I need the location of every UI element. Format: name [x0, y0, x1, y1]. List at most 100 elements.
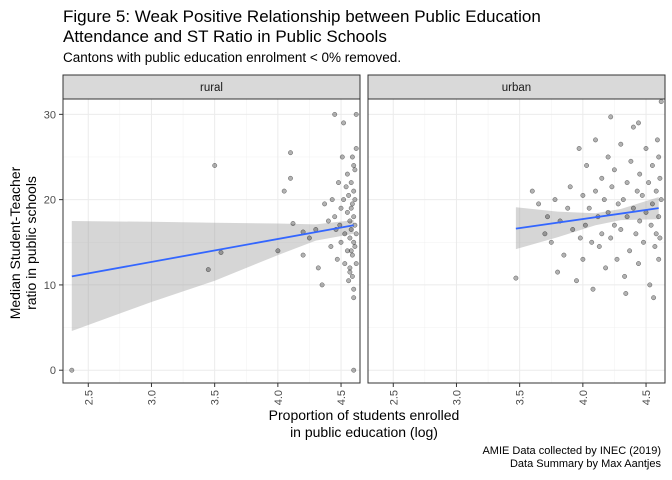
data-point: [590, 286, 596, 292]
data-point: [338, 239, 344, 245]
data-point: [648, 222, 654, 228]
data-point: [574, 278, 579, 284]
data-point: [630, 205, 636, 211]
data-point: [580, 192, 586, 198]
data-point: [300, 252, 306, 258]
data-point: [567, 184, 573, 190]
data-point: [620, 197, 626, 203]
data-point: [346, 192, 352, 198]
data-point: [599, 231, 605, 237]
data-point: [649, 201, 655, 207]
data-point: [513, 275, 519, 281]
x-tick-label: 2.5: [83, 390, 95, 405]
x-tick-label: 3.0: [146, 390, 158, 405]
data-point: [281, 188, 287, 194]
panel-border: [367, 98, 666, 384]
data-point: [343, 184, 349, 190]
x-tick-label: 3.5: [210, 390, 222, 405]
trend-line: [71, 224, 354, 278]
data-point: [627, 248, 633, 254]
data-point: [351, 214, 357, 220]
data-point: [348, 227, 354, 232]
data-point: [336, 180, 341, 186]
confidence-ribbon: [71, 220, 354, 331]
data-point: [275, 248, 281, 254]
data-point: [348, 205, 354, 211]
data-point: [622, 273, 628, 279]
data-point: [582, 222, 588, 228]
data-point: [641, 239, 646, 245]
data-point: [288, 150, 293, 156]
data-point: [601, 197, 607, 203]
x-tick-label: 2.5: [388, 390, 400, 405]
data-point: [636, 120, 641, 126]
data-point: [618, 141, 624, 147]
data-point: [646, 180, 652, 186]
data-point: [643, 146, 649, 151]
data-point: [351, 188, 357, 194]
data-point: [353, 231, 359, 237]
data-point: [628, 158, 634, 164]
data-point: [353, 111, 359, 117]
chart-title-line1: Figure 5: Weak Positive Relationship bet…: [63, 7, 541, 26]
data-point: [596, 244, 602, 249]
data-point: [218, 250, 224, 255]
data-point: [561, 252, 567, 258]
data-point: [529, 188, 535, 194]
facet-strip: [367, 74, 666, 100]
y-tick-label: 20: [44, 195, 56, 207]
facet-panel-rural: rural 2.5 3.0 3.5 4.0 4.5 0 10 20 30: [44, 74, 361, 405]
data-point: [353, 146, 359, 151]
data-point: [654, 137, 660, 143]
x-tick-label: 4.5: [336, 390, 348, 405]
data-point: [341, 120, 347, 126]
confidence-ribbon: [515, 197, 659, 250]
data-point: [576, 146, 582, 151]
data-point: [609, 184, 615, 190]
data-point: [353, 261, 359, 267]
data-point: [658, 99, 664, 105]
data-point: [290, 221, 296, 226]
data-point: [637, 171, 643, 177]
facet-panels: rural 2.5 3.0 3.5 4.0 4.5 0 10 20 30 urban 2.5 3.0 3.…: [44, 74, 666, 405]
data-point: [637, 218, 643, 224]
data-point: [347, 235, 353, 241]
y-axis-title-line1: Median Student-Teacher: [7, 166, 23, 319]
data-point: [611, 222, 617, 228]
data-point: [586, 205, 592, 211]
data-point: [614, 256, 620, 262]
data-point: [636, 261, 641, 267]
facet-strip-label: urban: [502, 82, 531, 94]
data-point: [205, 267, 211, 273]
data-point: [346, 278, 352, 284]
y-tick-label: 30: [44, 109, 56, 121]
panel-background: [368, 99, 665, 383]
data-point: [349, 252, 355, 258]
data-point: [599, 175, 605, 181]
data-point: [334, 256, 340, 262]
data-point: [332, 214, 338, 220]
facet-strip: [62, 74, 361, 100]
data-point: [342, 261, 348, 267]
data-point: [603, 265, 609, 271]
data-point: [352, 244, 358, 249]
data-point: [608, 235, 614, 241]
data-point: [319, 282, 325, 288]
data-point: [656, 154, 662, 160]
data-point: [347, 218, 353, 224]
data-point: [536, 201, 542, 207]
data-point: [624, 180, 630, 186]
data-point: [649, 163, 655, 168]
data-point: [342, 231, 348, 237]
caption-line1: AMIE Data collected by INEC (2019): [482, 445, 661, 457]
data-point: [548, 239, 554, 245]
data-point: [339, 154, 345, 160]
data-point: [565, 205, 571, 211]
data-point: [618, 227, 624, 232]
x-tick-label: 3.0: [451, 390, 463, 405]
data-point: [552, 197, 558, 203]
data-point: [656, 214, 662, 220]
data-point: [306, 235, 312, 241]
data-point: [570, 227, 576, 232]
data-point: [593, 137, 598, 143]
